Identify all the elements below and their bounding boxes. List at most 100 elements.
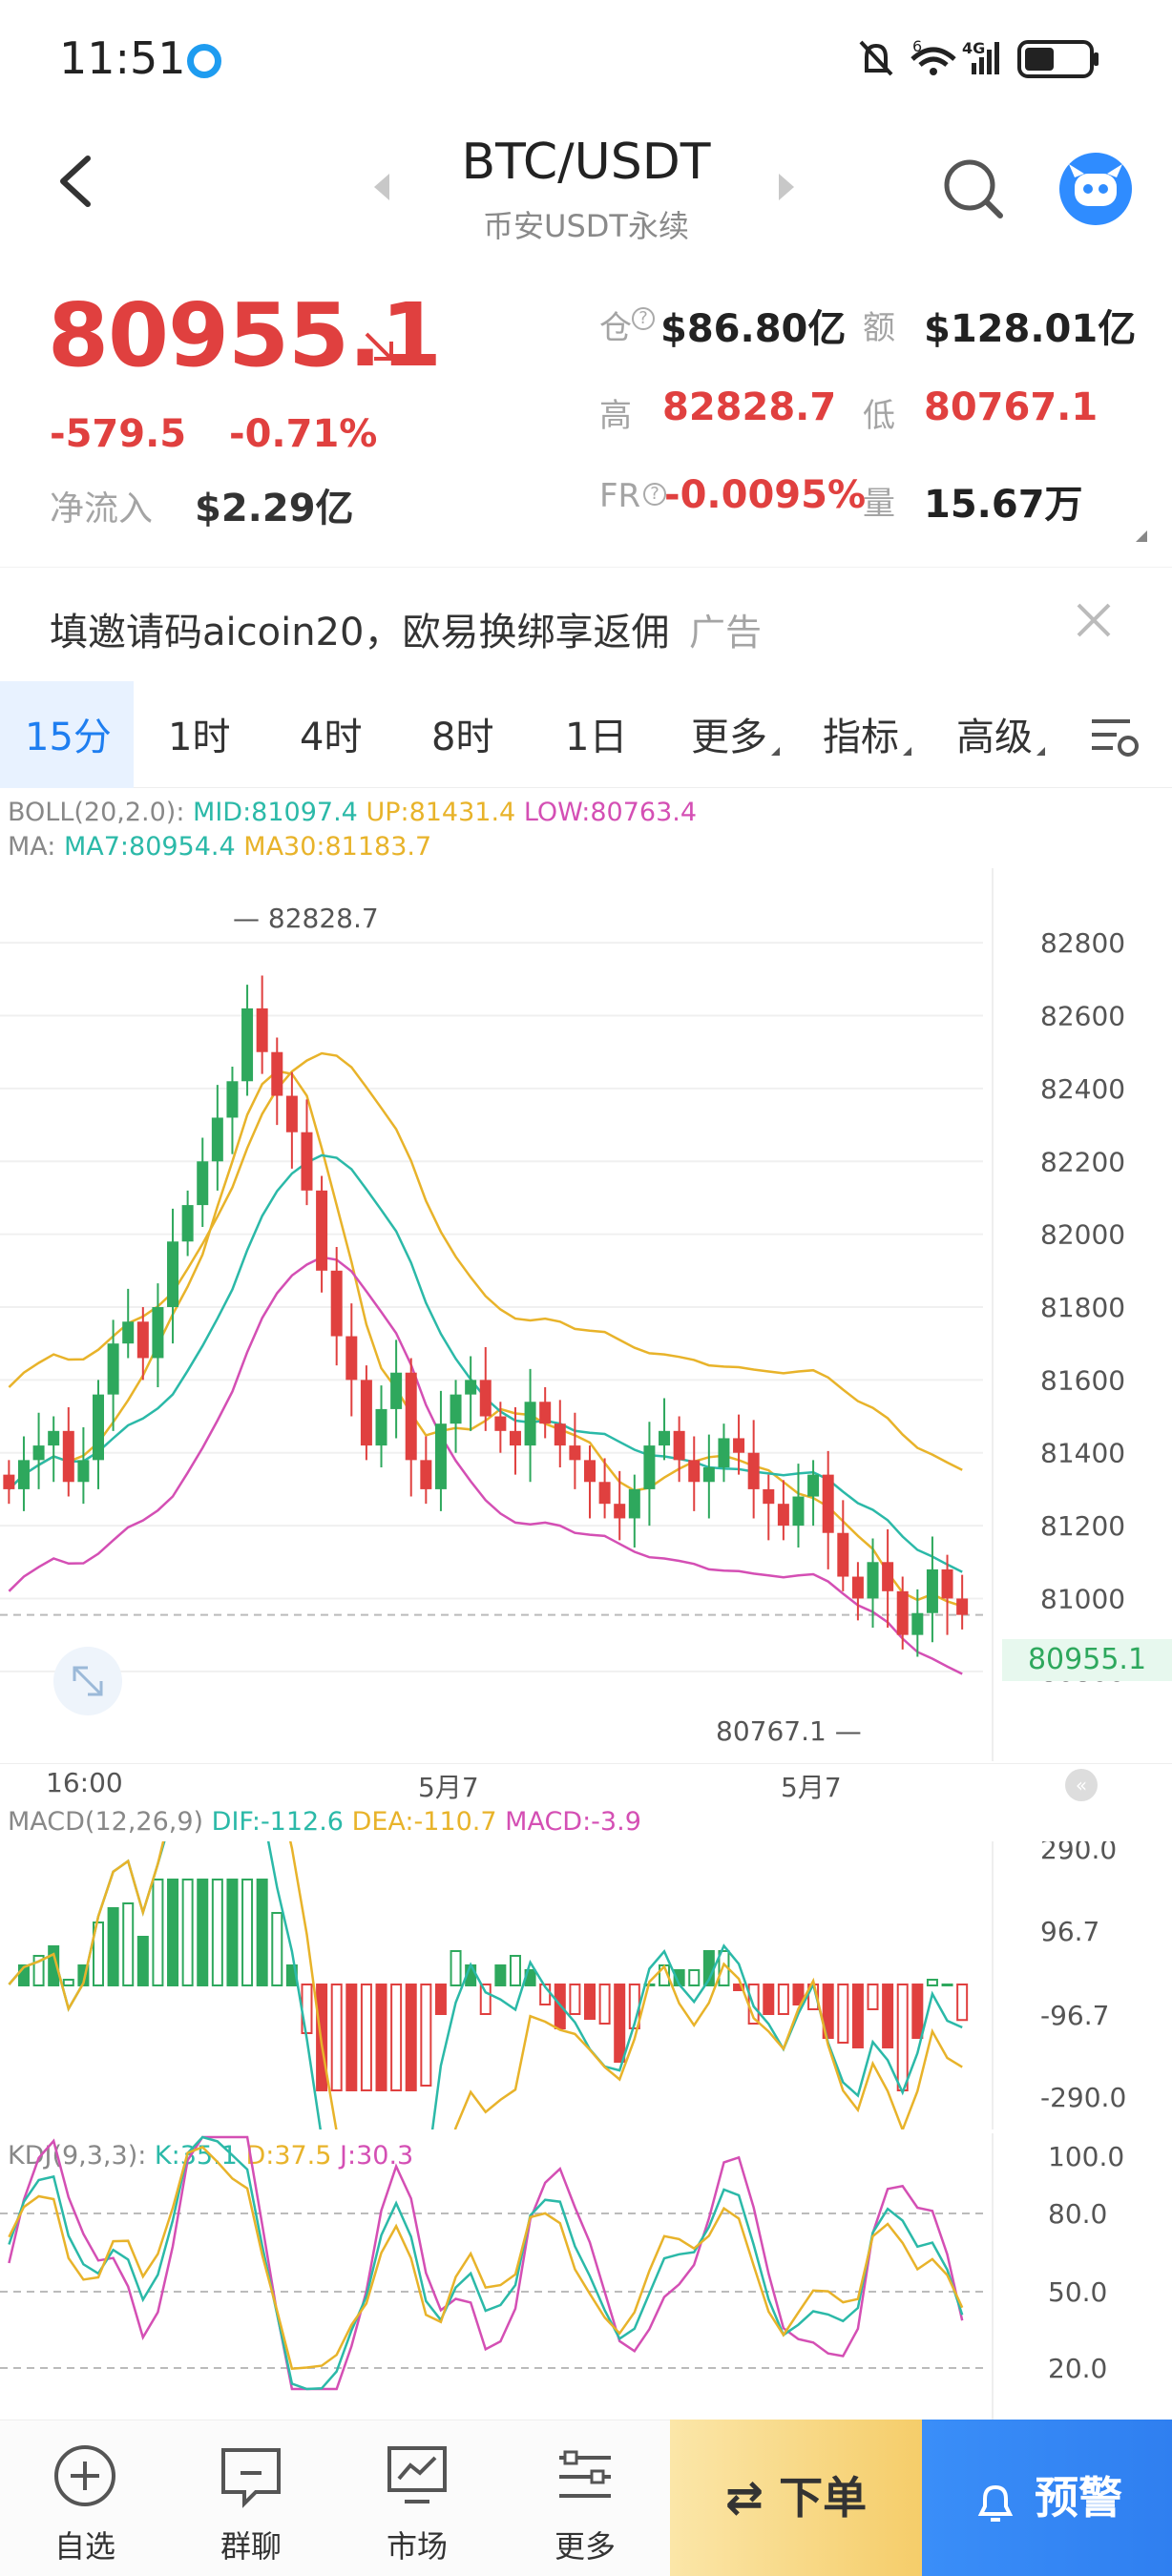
close-icon[interactable] bbox=[1075, 601, 1113, 639]
tab-1h[interactable]: 1时 bbox=[168, 716, 231, 759]
candle bbox=[48, 1430, 60, 1446]
macd-tick-label: 290.0 bbox=[1040, 1841, 1117, 1865]
chart-settings-icon[interactable] bbox=[1088, 714, 1141, 761]
order-label: 下单 bbox=[779, 2472, 868, 2524]
tab-1d[interactable]: 1日 bbox=[565, 716, 628, 759]
candle bbox=[792, 1496, 805, 1527]
alert-label: 预警 bbox=[1035, 2472, 1122, 2524]
x-tick: 5月7 bbox=[418, 1772, 479, 1803]
candle bbox=[226, 1081, 239, 1118]
boll-low-line bbox=[8, 1256, 963, 1675]
kdj-tick-label: 80.0 bbox=[1048, 2198, 1107, 2230]
candle bbox=[3, 1474, 15, 1489]
candle bbox=[643, 1445, 656, 1489]
candle bbox=[509, 1430, 521, 1446]
kdj-j: J:30.3 bbox=[340, 2141, 414, 2171]
x-axis bbox=[0, 1763, 1172, 1803]
tab-active-highlight bbox=[0, 681, 134, 788]
nav-watchlist[interactable]: 自选 bbox=[23, 2442, 147, 2566]
oi-label: 仓 bbox=[599, 309, 632, 347]
candle bbox=[911, 1612, 924, 1635]
tab-advanced-label: 高级 bbox=[956, 716, 1033, 759]
alert-button[interactable]: 预警 bbox=[922, 2420, 1172, 2576]
candle bbox=[628, 1488, 640, 1519]
back-icon[interactable] bbox=[53, 153, 95, 210]
candle bbox=[330, 1270, 343, 1337]
macd-bar bbox=[375, 1984, 387, 2091]
macd-bar bbox=[584, 1984, 596, 2020]
candle bbox=[360, 1380, 372, 1446]
candle bbox=[479, 1380, 492, 1417]
macd-dif: DIF:-112.6 bbox=[211, 1807, 344, 1837]
kdj-tick-label: 100.0 bbox=[1048, 2141, 1124, 2172]
next-pair-icon[interactable] bbox=[779, 174, 794, 200]
macd-bar bbox=[136, 1936, 149, 1986]
swap-icon: ⇄ bbox=[724, 2471, 764, 2524]
boll-legend: BOLL(20,2.0): MID:81097.4 UP:81431.4 LOW… bbox=[8, 798, 697, 827]
candlestick-chart[interactable]: 82800 82600 82400 82200 82000 81800 81600 81400… bbox=[0, 868, 1172, 1761]
kdj-k-line bbox=[8, 2135, 964, 2391]
macd-bar bbox=[434, 1984, 447, 2015]
volume-value: 15.67万 bbox=[924, 483, 1083, 527]
expand-corner-icon[interactable] bbox=[1136, 530, 1147, 542]
status-icons: 6 4G bbox=[857, 34, 1105, 90]
ad-text[interactable]: 填邀请码aicoin20，欧易换绑享返佣 bbox=[50, 611, 670, 654]
macd-bar bbox=[62, 1979, 74, 1986]
macd-bar bbox=[241, 1879, 254, 1986]
scroll-latest-icon[interactable]: « bbox=[1065, 1769, 1098, 1801]
order-button[interactable]: ⇄ 下单 bbox=[670, 2420, 922, 2576]
oi-value: $86.80亿 bbox=[660, 307, 847, 351]
tab-15m[interactable]: 15分 bbox=[25, 716, 112, 759]
kdj-chart[interactable]: 100.0 80.0 50.0 20.0 bbox=[0, 2133, 1172, 2420]
candle bbox=[316, 1190, 328, 1271]
fr-value: -0.0095% bbox=[664, 473, 867, 517]
nav-chat[interactable]: 群聊 bbox=[189, 2442, 313, 2566]
tab-advanced[interactable]: 高级 bbox=[956, 706, 1045, 761]
tab-indicators-label: 指标 bbox=[823, 716, 899, 759]
pair-title[interactable]: BTC/USDT bbox=[461, 134, 711, 191]
candle bbox=[569, 1445, 581, 1461]
macd-bar bbox=[494, 1964, 507, 1986]
candle bbox=[434, 1423, 447, 1489]
tab-4h[interactable]: 4时 bbox=[300, 716, 363, 759]
candle bbox=[285, 1095, 298, 1132]
prev-pair-icon[interactable] bbox=[374, 174, 389, 200]
candle bbox=[956, 1598, 969, 1615]
fullscreen-button[interactable] bbox=[53, 1647, 122, 1715]
bell-icon bbox=[977, 2484, 1014, 2522]
macd-bar bbox=[956, 1984, 969, 2022]
macd-bar bbox=[197, 1879, 209, 1986]
candle bbox=[688, 1460, 701, 1483]
svg-text:4G: 4G bbox=[962, 39, 985, 57]
candle bbox=[107, 1343, 119, 1395]
ma-name: MA: bbox=[8, 832, 56, 862]
nav-market[interactable]: 市场 bbox=[355, 2442, 479, 2566]
macd-bar bbox=[167, 1879, 179, 1986]
candle bbox=[181, 1205, 194, 1242]
fr-label: FR bbox=[599, 477, 641, 515]
tab-indicators[interactable]: 指标 bbox=[823, 706, 911, 761]
macd-chart[interactable]: 290.0 96.7 -96.7 -290.0 bbox=[0, 1841, 1172, 2129]
ma30: MA30:81183.7 bbox=[243, 832, 432, 862]
candle bbox=[32, 1445, 45, 1461]
macd-bar bbox=[226, 1879, 239, 1986]
ma7: MA7:80954.4 bbox=[63, 832, 236, 862]
kdj-tick-label: 50.0 bbox=[1048, 2276, 1107, 2308]
macd-bar bbox=[569, 1984, 581, 2015]
nav-more[interactable]: 更多 bbox=[523, 2442, 647, 2566]
tab-8h[interactable]: 8时 bbox=[431, 716, 494, 759]
ad-bar[interactable] bbox=[0, 567, 1172, 681]
macd-bar bbox=[688, 1969, 701, 1986]
help-icon[interactable]: ? bbox=[632, 307, 655, 330]
candle bbox=[867, 1562, 879, 1599]
candle bbox=[837, 1532, 849, 1577]
assistant-bot-icon[interactable] bbox=[1059, 153, 1132, 225]
nav-label: 群聊 bbox=[220, 2528, 282, 2565]
macd-bar bbox=[211, 1879, 223, 1986]
ad-tag: 广告 bbox=[689, 612, 763, 654]
inflow-label: 净流入 bbox=[50, 489, 154, 529]
tab-more[interactable]: 更多 bbox=[691, 706, 780, 761]
search-icon[interactable] bbox=[941, 156, 1004, 219]
fr-help-icon[interactable]: ? bbox=[643, 483, 666, 506]
macd-bar bbox=[867, 1984, 879, 2010]
